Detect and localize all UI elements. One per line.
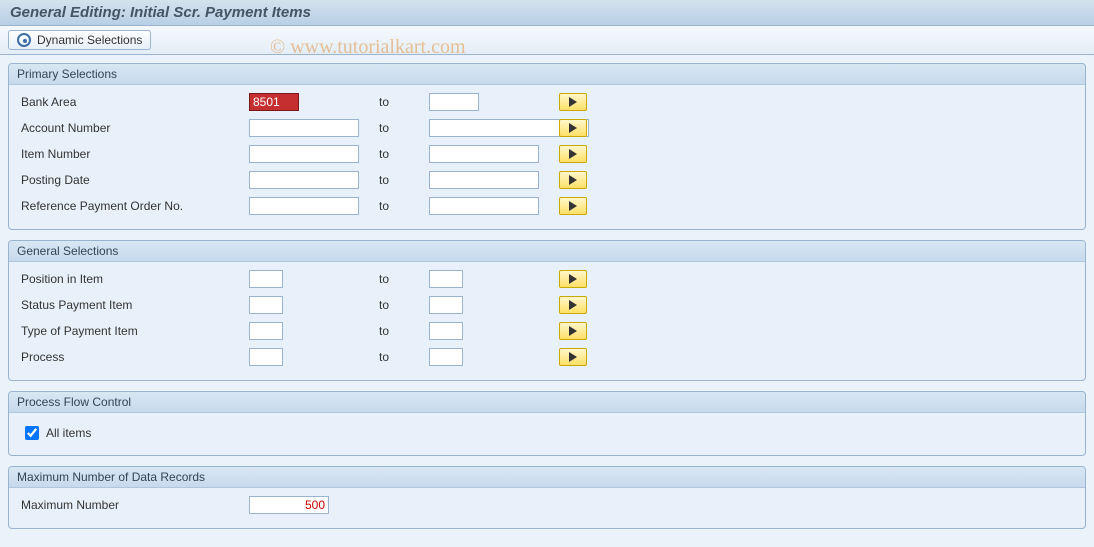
bank-area-from-input[interactable] (249, 93, 299, 111)
dynamic-selections-button[interactable]: Dynamic Selections (8, 30, 151, 50)
process-multi-button[interactable] (559, 348, 587, 366)
arrow-right-icon (569, 123, 577, 133)
posting-date-from-input[interactable] (249, 171, 359, 189)
row-position-in-item: Position in Item to (19, 268, 1075, 290)
label-posting-date: Posting Date (19, 173, 249, 187)
bank-area-to-input[interactable] (429, 93, 479, 111)
status-multi-button[interactable] (559, 296, 587, 314)
row-process: Process to (19, 346, 1075, 368)
dynamic-selections-icon (17, 33, 31, 47)
row-max-number: Maximum Number (19, 494, 1075, 516)
row-ref-payment-order: Reference Payment Order No. to (19, 195, 1075, 217)
status-to-input[interactable] (429, 296, 463, 314)
process-to-input[interactable] (429, 348, 463, 366)
arrow-right-icon (569, 97, 577, 107)
arrow-right-icon (569, 175, 577, 185)
process-from-input[interactable] (249, 348, 283, 366)
ref-payment-order-to-input[interactable] (429, 197, 539, 215)
position-from-input[interactable] (249, 270, 283, 288)
item-number-multi-button[interactable] (559, 145, 587, 163)
to-label: to (379, 324, 429, 338)
posting-date-to-input[interactable] (429, 171, 539, 189)
arrow-right-icon (569, 201, 577, 211)
type-multi-button[interactable] (559, 322, 587, 340)
label-type-payment-item: Type of Payment Item (19, 324, 249, 338)
row-account-number: Account Number to (19, 117, 1075, 139)
arrow-right-icon (569, 274, 577, 284)
bank-area-multi-button[interactable] (559, 93, 587, 111)
label-bank-area: Bank Area (19, 95, 249, 109)
position-multi-button[interactable] (559, 270, 587, 288)
position-to-input[interactable] (429, 270, 463, 288)
arrow-right-icon (569, 326, 577, 336)
posting-date-multi-button[interactable] (559, 171, 587, 189)
label-account-number: Account Number (19, 121, 249, 135)
max-number-input[interactable] (249, 496, 329, 514)
ref-payment-order-from-input[interactable] (249, 197, 359, 215)
arrow-right-icon (569, 300, 577, 310)
all-items-label: All items (46, 426, 91, 440)
status-from-input[interactable] (249, 296, 283, 314)
toolbar: Dynamic Selections (0, 26, 1094, 55)
row-status-payment-item: Status Payment Item to (19, 294, 1075, 316)
row-type-payment-item: Type of Payment Item to (19, 320, 1075, 342)
account-number-multi-button[interactable] (559, 119, 587, 137)
to-label: to (379, 298, 429, 312)
process-flow-control-group: Process Flow Control All items (8, 391, 1086, 456)
row-all-items: All items (19, 419, 1075, 447)
to-label: to (379, 121, 429, 135)
primary-selections-group: Primary Selections Bank Area to Account … (8, 63, 1086, 230)
to-label: to (379, 272, 429, 286)
max-records-title: Maximum Number of Data Records (9, 467, 1085, 488)
general-selections-group: General Selections Position in Item to S… (8, 240, 1086, 381)
to-label: to (379, 173, 429, 187)
type-from-input[interactable] (249, 322, 283, 340)
label-max-number: Maximum Number (19, 498, 249, 512)
type-to-input[interactable] (429, 322, 463, 340)
arrow-right-icon (569, 352, 577, 362)
general-selections-title: General Selections (9, 241, 1085, 262)
process-flow-control-title: Process Flow Control (9, 392, 1085, 413)
primary-selections-title: Primary Selections (9, 64, 1085, 85)
row-bank-area: Bank Area to (19, 91, 1075, 113)
row-posting-date: Posting Date to (19, 169, 1075, 191)
page-title: General Editing: Initial Scr. Payment It… (0, 0, 1094, 26)
ref-payment-order-multi-button[interactable] (559, 197, 587, 215)
row-item-number: Item Number to (19, 143, 1075, 165)
arrow-right-icon (569, 149, 577, 159)
label-ref-payment-order: Reference Payment Order No. (19, 199, 249, 213)
all-items-checkbox[interactable] (25, 426, 39, 440)
to-label: to (379, 199, 429, 213)
to-label: to (379, 95, 429, 109)
label-item-number: Item Number (19, 147, 249, 161)
label-process: Process (19, 350, 249, 364)
to-label: to (379, 350, 429, 364)
content-area: Primary Selections Bank Area to Account … (0, 55, 1094, 547)
to-label: to (379, 147, 429, 161)
label-position-in-item: Position in Item (19, 272, 249, 286)
dynamic-selections-label: Dynamic Selections (37, 33, 142, 47)
account-number-from-input[interactable] (249, 119, 359, 137)
item-number-to-input[interactable] (429, 145, 539, 163)
label-status-payment-item: Status Payment Item (19, 298, 249, 312)
item-number-from-input[interactable] (249, 145, 359, 163)
max-records-group: Maximum Number of Data Records Maximum N… (8, 466, 1086, 529)
